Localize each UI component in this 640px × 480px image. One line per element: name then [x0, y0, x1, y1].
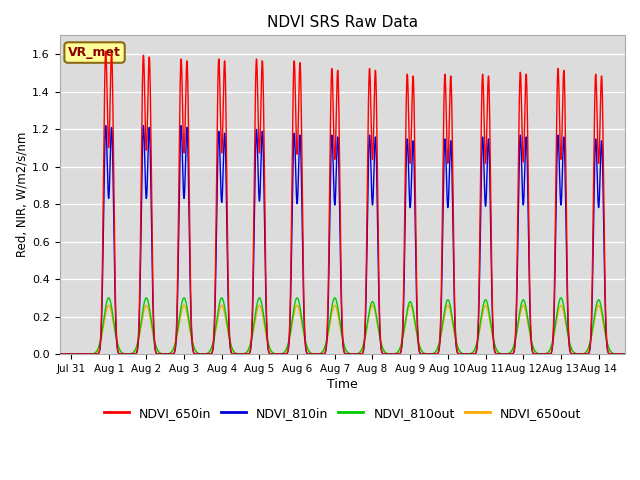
- X-axis label: Time: Time: [327, 378, 358, 391]
- Y-axis label: Red, NIR, W/m2/s/nm: Red, NIR, W/m2/s/nm: [15, 132, 28, 257]
- Text: VR_met: VR_met: [68, 46, 121, 59]
- Title: NDVI SRS Raw Data: NDVI SRS Raw Data: [267, 15, 418, 30]
- Legend: NDVI_650in, NDVI_810in, NDVI_810out, NDVI_650out: NDVI_650in, NDVI_810in, NDVI_810out, NDV…: [99, 402, 586, 425]
